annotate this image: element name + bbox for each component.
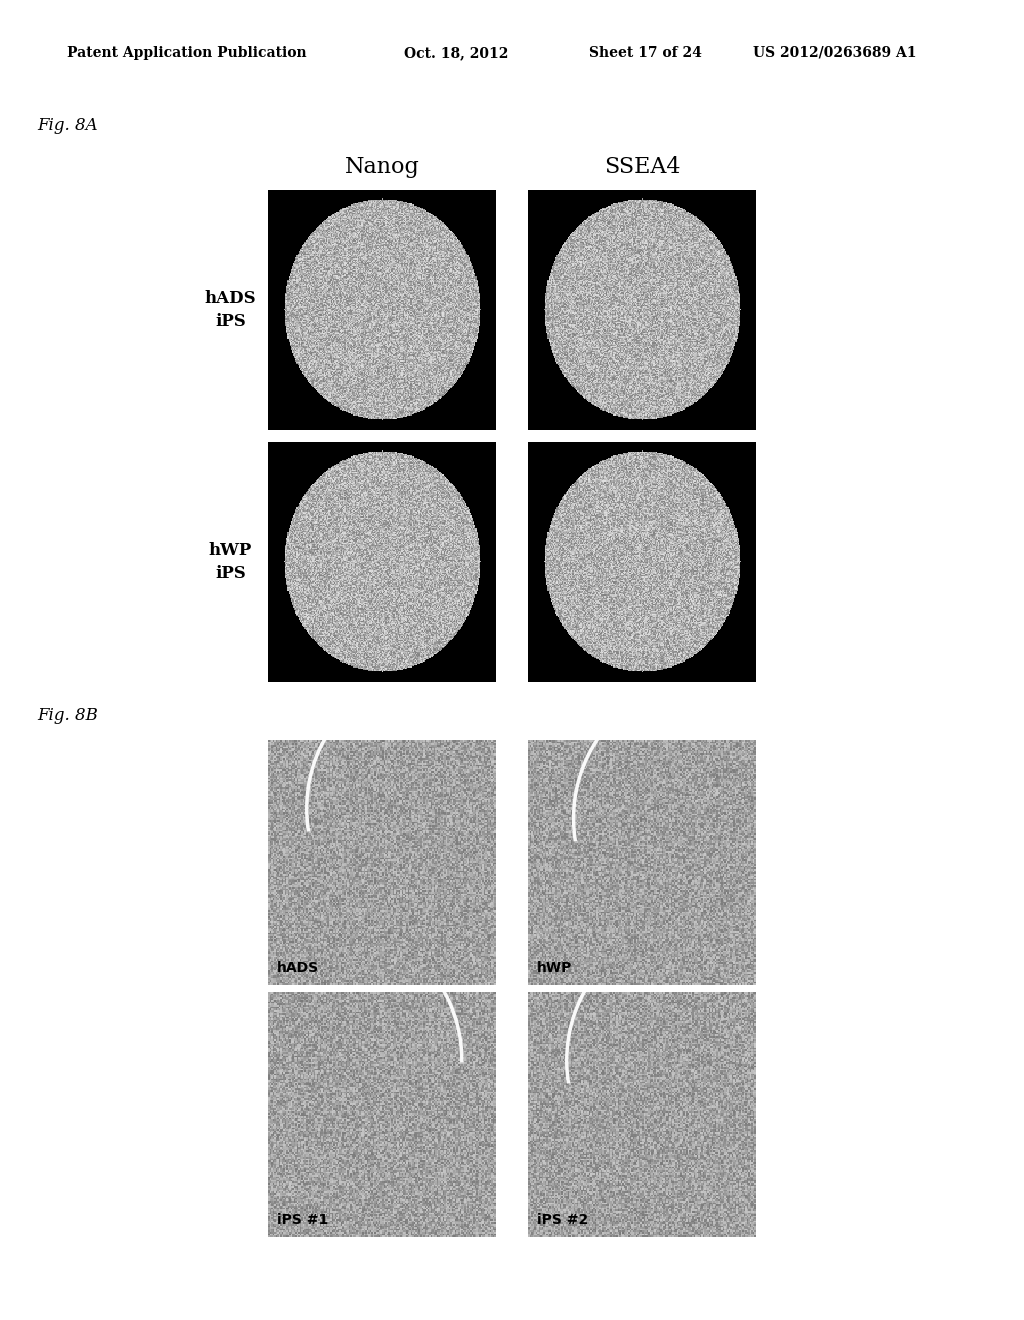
Text: Fig. 8B: Fig. 8B	[37, 706, 97, 723]
Text: iPS #2: iPS #2	[538, 1213, 589, 1228]
Text: hWP: hWP	[538, 961, 572, 975]
Text: Patent Application Publication: Patent Application Publication	[67, 46, 306, 59]
Text: SSEA4: SSEA4	[604, 156, 680, 178]
Text: hADS
iPS: hADS iPS	[205, 290, 256, 330]
Text: hWP
iPS: hWP iPS	[209, 541, 252, 582]
Text: Nanog: Nanog	[345, 156, 420, 178]
Text: US 2012/0263689 A1: US 2012/0263689 A1	[753, 46, 916, 59]
Text: Fig. 8A: Fig. 8A	[37, 116, 97, 133]
Text: Sheet 17 of 24: Sheet 17 of 24	[589, 46, 701, 59]
Text: Oct. 18, 2012: Oct. 18, 2012	[404, 46, 509, 59]
Text: iPS #1: iPS #1	[278, 1213, 329, 1228]
Text: hADS: hADS	[278, 961, 319, 975]
